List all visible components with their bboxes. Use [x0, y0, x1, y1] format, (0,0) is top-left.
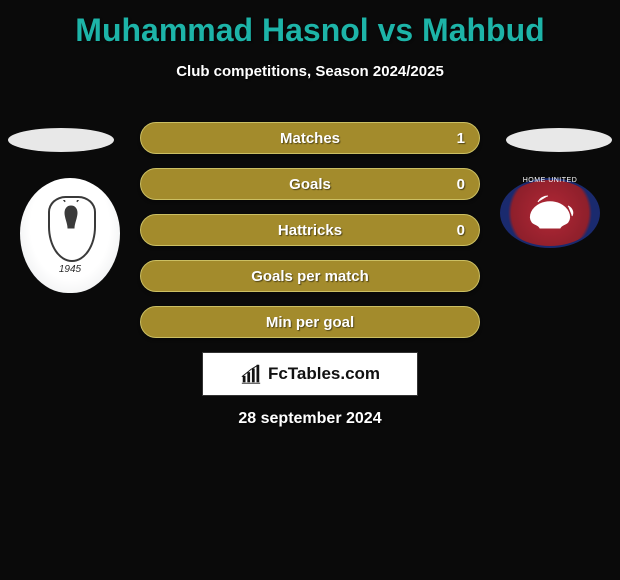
stat-value: 1 — [457, 123, 465, 155]
player-right-crest — [500, 178, 600, 248]
stat-row-goals: Goals 0 — [140, 168, 480, 200]
stat-label: Hattricks — [141, 215, 479, 247]
stag-icon — [58, 200, 84, 240]
player-right-ellipse — [506, 128, 612, 152]
stat-row-min-per-goal: Min per goal — [140, 306, 480, 338]
stat-row-goals-per-match: Goals per match — [140, 260, 480, 292]
date-label: 28 september 2024 — [0, 410, 620, 428]
page-title: Muhammad Hasnol vs Mahbud — [0, 0, 620, 49]
watermark-text: FcTables.com — [268, 364, 380, 384]
page-subtitle: Club competitions, Season 2024/2025 — [0, 63, 620, 80]
stat-value: 0 — [457, 169, 465, 201]
stat-row-matches: Matches 1 — [140, 122, 480, 154]
lion-icon — [524, 192, 580, 238]
stat-row-hattricks: Hattricks 0 — [140, 214, 480, 246]
stat-label: Matches — [141, 123, 479, 155]
player-left-crest — [20, 178, 120, 293]
stats-container: Matches 1 Goals 0 Hattricks 0 Goals per … — [140, 122, 480, 352]
stat-label: Min per goal — [141, 307, 479, 339]
stat-value: 0 — [457, 215, 465, 247]
player-left-ellipse — [8, 128, 114, 152]
bar-chart-icon — [240, 363, 262, 385]
watermark: FcTables.com — [202, 352, 418, 396]
stat-label: Goals — [141, 169, 479, 201]
stat-label: Goals per match — [141, 261, 479, 293]
